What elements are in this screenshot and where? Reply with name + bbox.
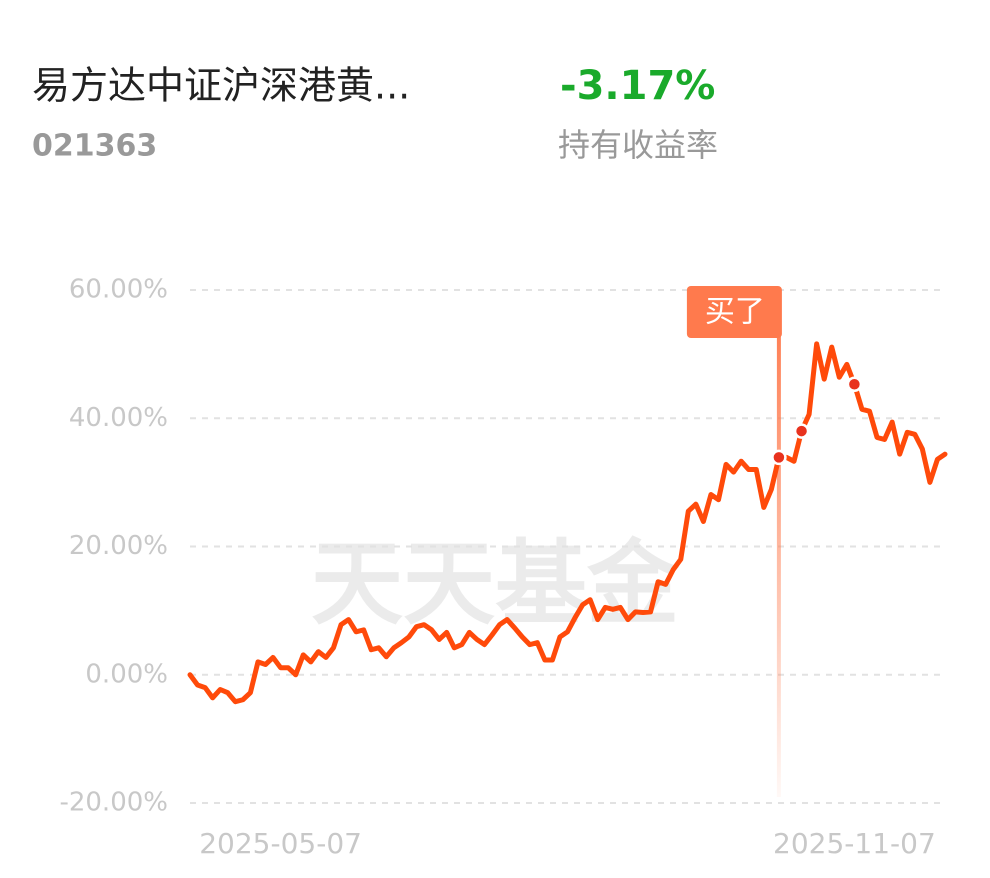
y-tick-label: 0.00% bbox=[85, 659, 168, 689]
holding-return: -3.17% bbox=[560, 63, 715, 109]
buy-line bbox=[776, 336, 781, 797]
highlight-point bbox=[846, 376, 863, 393]
x-tick-label: 2025-11-07 bbox=[773, 827, 936, 860]
buy-tag bbox=[686, 286, 782, 338]
watermark: 天天基金 bbox=[311, 530, 680, 637]
holding-return-label: 持有收益率 bbox=[558, 126, 718, 164]
x-tick-label: 2025-05-07 bbox=[199, 827, 362, 860]
y-tick-label: 20.00% bbox=[69, 531, 168, 561]
series-line bbox=[187, 341, 948, 705]
y-tick-label: 40.00% bbox=[69, 403, 168, 433]
highlight-point bbox=[793, 423, 810, 439]
buy-tag-text: 买了 bbox=[705, 295, 765, 330]
y-tick-label: -20.00% bbox=[59, 788, 168, 818]
fund-code: 021363 bbox=[32, 129, 157, 164]
fund-title: 易方达中证沪深港黄... bbox=[32, 64, 410, 108]
highlight-point bbox=[771, 449, 787, 466]
y-tick-label: 60.00% bbox=[69, 275, 168, 305]
